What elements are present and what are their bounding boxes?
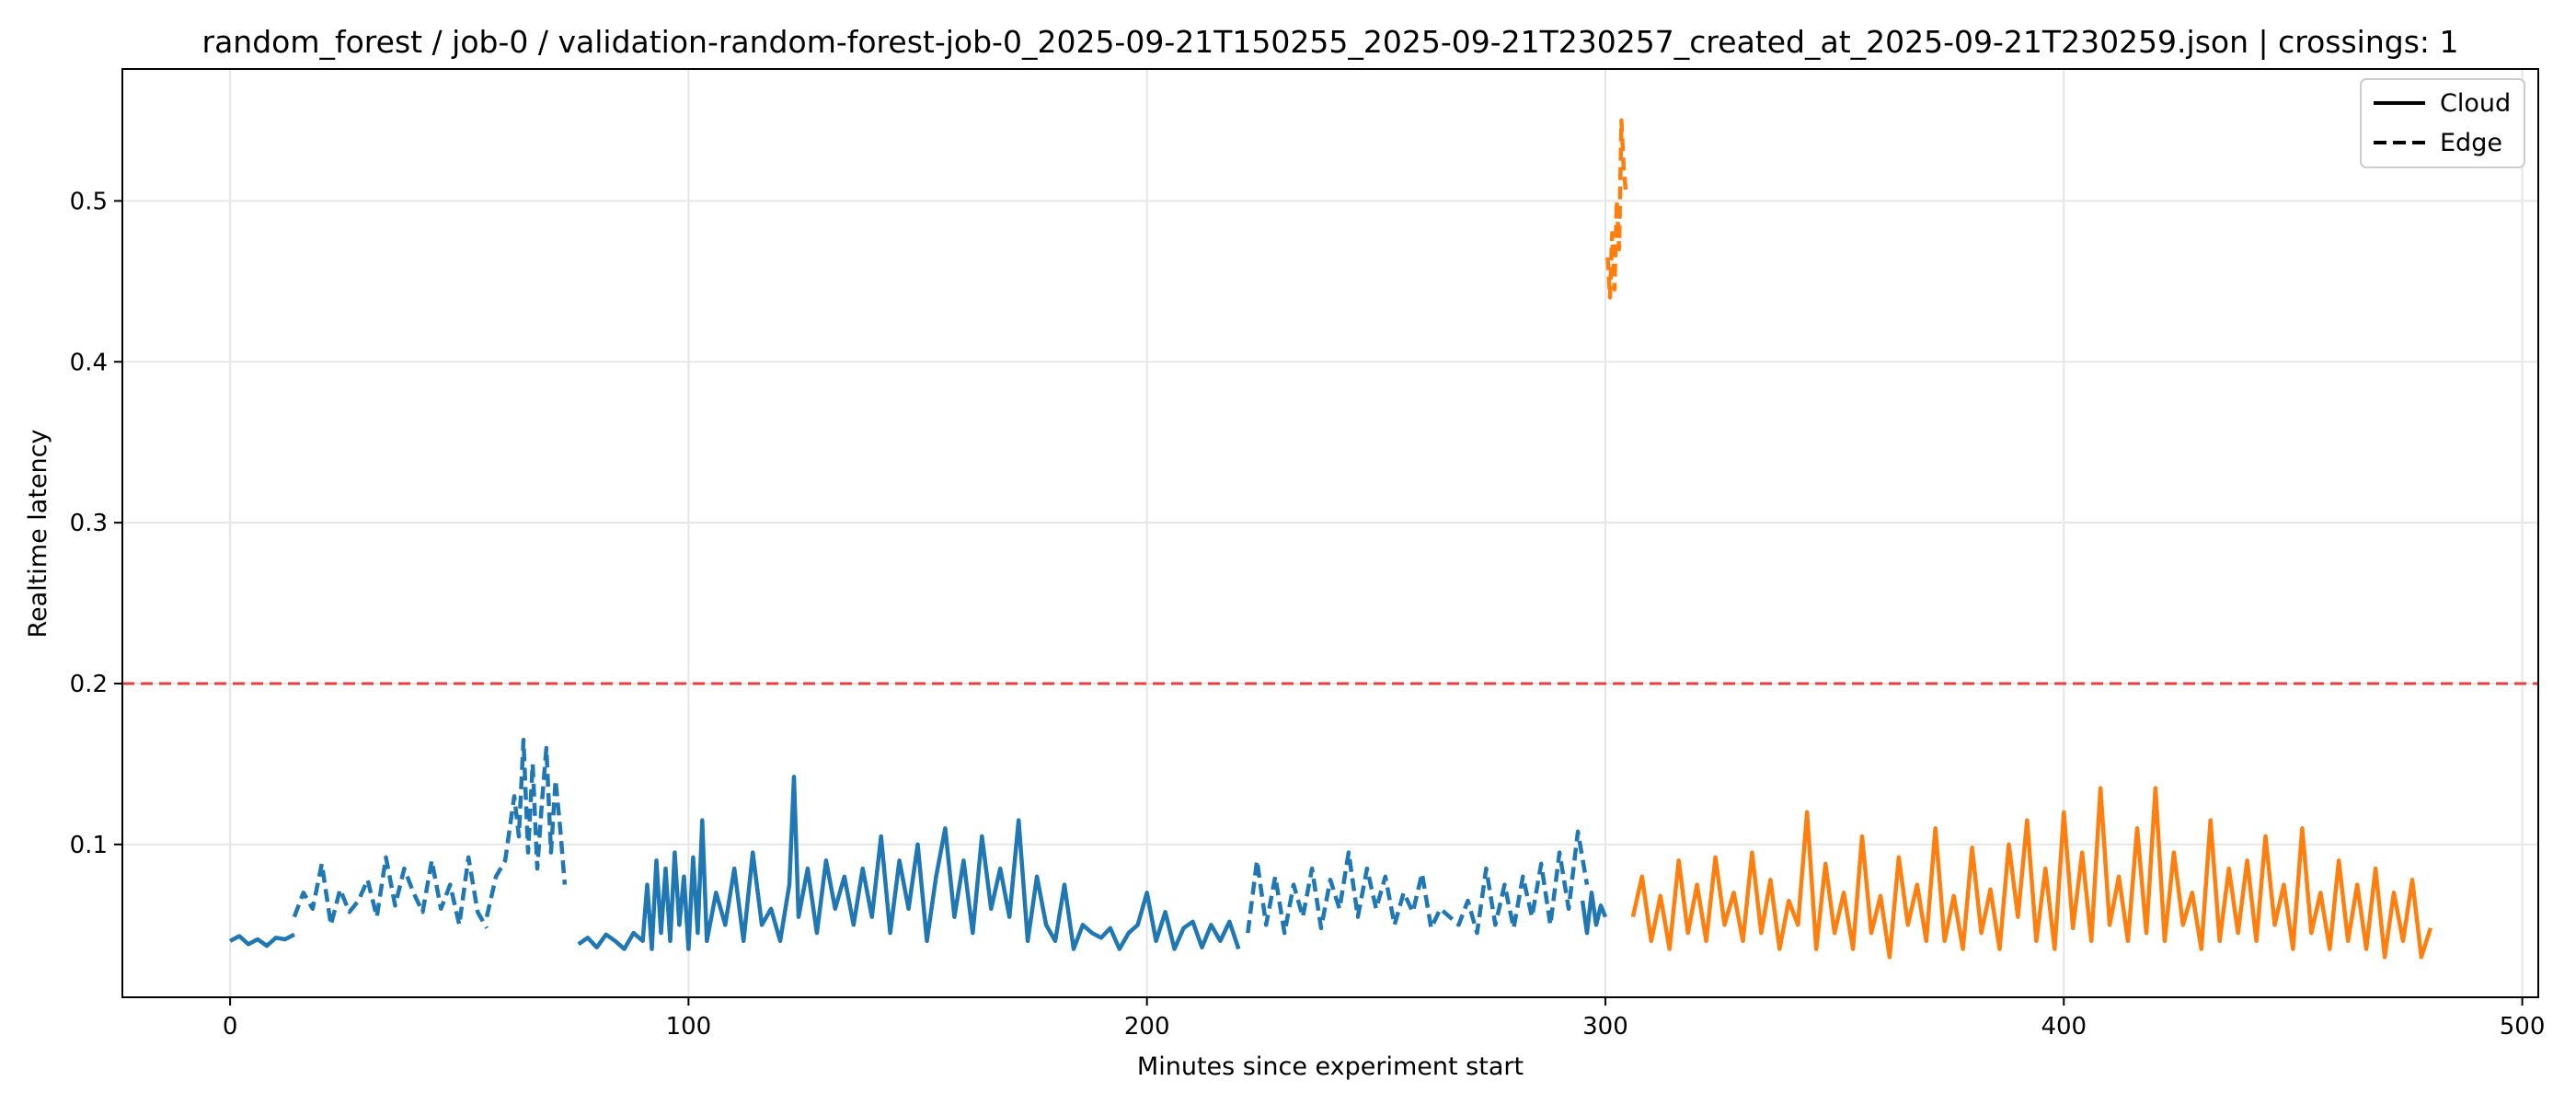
chart-title: random_forest / job-0 / validation-rando… xyxy=(202,24,2459,60)
x-axis-label: Minutes since experiment start xyxy=(1137,1052,1524,1081)
x-tick-label: 0 xyxy=(223,1013,238,1041)
series-line-0 xyxy=(229,932,295,949)
y-tick-label: 0.2 xyxy=(70,671,108,698)
x-tick-label: 500 xyxy=(2500,1013,2546,1041)
series-line-4 xyxy=(1246,829,1590,936)
x-tick-label: 400 xyxy=(2041,1013,2087,1041)
plot-frame xyxy=(121,68,2539,998)
tick-layer: 0 100 200 300 400 500 0.1 0.2 0.3 0.4 0.5 xyxy=(70,188,2546,1041)
series-line-2 xyxy=(484,737,568,918)
series-line-5 xyxy=(1580,891,1608,936)
y-tick-label: 0.1 xyxy=(70,832,108,859)
y-tick-label: 0.4 xyxy=(70,349,108,376)
legend-label-cloud: Cloud xyxy=(2440,89,2511,118)
y-tick-label: 0.3 xyxy=(70,510,108,537)
legend-label-edge: Edge xyxy=(2440,129,2502,157)
series-line-1 xyxy=(292,855,489,929)
y-tick-label: 0.5 xyxy=(70,188,108,215)
series-line-6 xyxy=(1605,118,1628,300)
grid xyxy=(122,69,2538,997)
x-tick-label: 300 xyxy=(1582,1013,1628,1041)
series-line-7 xyxy=(1630,786,2433,960)
series-layer xyxy=(229,118,2433,960)
y-axis-label: Realtime latency xyxy=(24,429,52,638)
x-tick-label: 200 xyxy=(1124,1013,1170,1041)
legend: Cloud Edge xyxy=(2360,78,2525,168)
series-line-3 xyxy=(577,775,1241,951)
x-tick-label: 100 xyxy=(666,1013,712,1041)
